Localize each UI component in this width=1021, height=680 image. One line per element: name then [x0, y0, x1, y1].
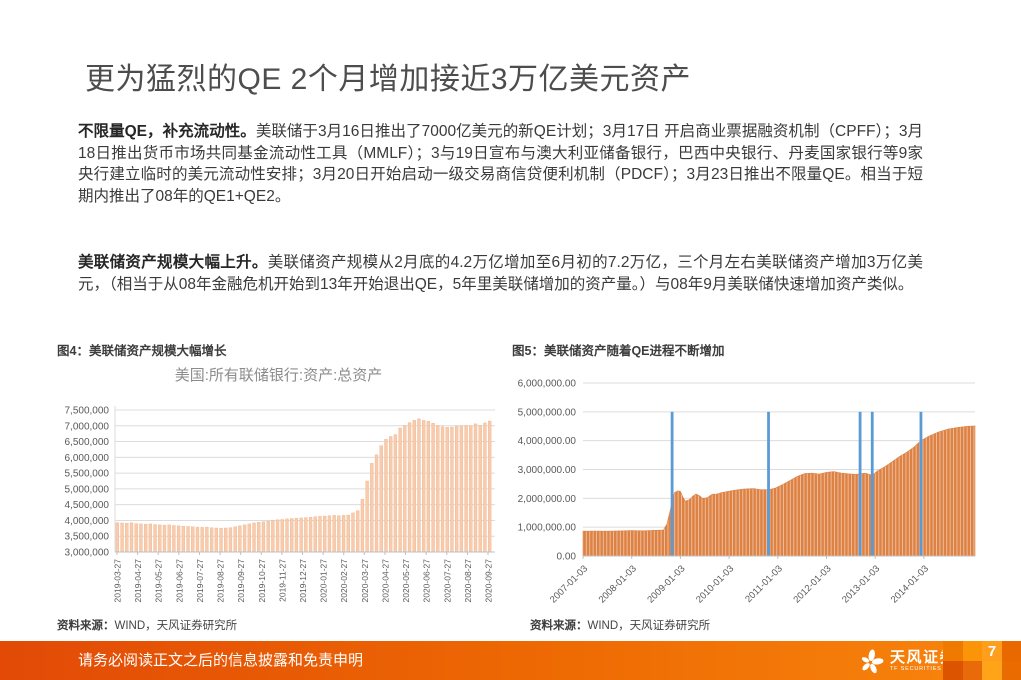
brand-logo: 天风证券 TF SECURITIES	[856, 646, 956, 676]
svg-text:0.00: 0.00	[557, 552, 577, 563]
svg-text:4,000,000: 4,000,000	[65, 516, 110, 527]
svg-text:2019-12-27: 2019-12-27	[298, 559, 308, 603]
svg-text:2011-01-03: 2011-01-03	[743, 563, 785, 605]
tf-flower-logo-icon	[861, 649, 884, 673]
svg-text:2020-01-27: 2020-01-27	[319, 559, 329, 603]
paragraph-unlimited-qe: 不限量QE，补充流动性。美联储于3月16日推出了7000亿美元的新QE计划；3月…	[78, 121, 923, 207]
svg-text:2019-05-27: 2019-05-27	[154, 559, 164, 603]
figure-5-caption: 图5：美联储资产随着QE进程不断增加	[512, 344, 725, 358]
source-label: 资料来源：	[57, 620, 115, 632]
svg-text:2014-01-03: 2014-01-03	[889, 563, 931, 605]
svg-text:2019-08-27: 2019-08-27	[216, 559, 226, 603]
svg-text:2019-11-27: 2019-11-27	[277, 559, 287, 602]
mosaic-tile	[1001, 641, 1021, 661]
paragraph-fed-balance-sheet: 美联储资产规模大幅上升。美联储资产规模从2月底的4.2万亿增加至6月初的7.2万…	[78, 252, 923, 295]
svg-text:6,500,000: 6,500,000	[65, 437, 110, 448]
svg-text:2020-08-27: 2020-08-27	[463, 559, 473, 603]
svg-text:2020-05-27: 2020-05-27	[401, 559, 411, 603]
source-text: WIND，天风证券研究所	[114, 620, 238, 632]
mosaic-tile	[943, 660, 963, 680]
page-title: 更为猛烈的QE 2个月增加接近3万亿美元资产	[85, 63, 692, 96]
svg-text:2020-04-27: 2020-04-27	[380, 559, 390, 603]
mosaic-tile	[962, 660, 982, 680]
footer-disclaimer: 请务必阅读正文之后的信息披露和免责申明	[78, 652, 364, 669]
figure-4-source: 资料来源：WIND，天风证券研究所	[57, 617, 237, 633]
svg-text:1,000,000.00: 1,000,000.00	[518, 523, 577, 534]
mosaic-tile	[1001, 660, 1021, 680]
svg-text:2020-02-27: 2020-02-27	[339, 559, 349, 603]
svg-text:2019-04-27: 2019-04-27	[133, 559, 143, 603]
footer-bar: 请务必阅读正文之后的信息披露和免责申明 天风证券 TF SECURITIES 7	[0, 641, 1021, 680]
mosaic-tile	[982, 660, 1002, 680]
page-number: 7	[987, 643, 997, 660]
fed-assets-bar-chart: 3,000,000 3,500,000 4,000,000 4,500,000 5,00…	[65, 406, 495, 603]
fed-assets-qe-area-chart: 0.00 1,000,000.00 2,000,000.00 3,000,000.00…	[518, 379, 976, 605]
svg-text:2019-10-27: 2019-10-27	[257, 559, 267, 603]
paragraph-2-lead: 美联储资产规模大幅上升。	[78, 254, 268, 271]
paragraph-1-lead: 不限量QE，补充流动性。	[78, 123, 256, 140]
svg-text:2,000,000.00: 2,000,000.00	[518, 494, 577, 505]
paragraph-2-text: 美联储资产规模从2月底的4.2万亿增加至6月初的7.2万亿，三个月左右美联储资产…	[78, 254, 923, 293]
svg-text:3,500,000: 3,500,000	[65, 532, 110, 543]
svg-text:6,000,000: 6,000,000	[65, 453, 110, 464]
source-text: WIND，天风证券研究所	[587, 620, 711, 632]
svg-text:4,000,000.00: 4,000,000.00	[518, 436, 577, 447]
svg-text:2012-01-03: 2012-01-03	[791, 563, 833, 605]
svg-text:5,000,000: 5,000,000	[65, 484, 110, 495]
figure-5-source: 资料来源：WIND，天风证券研究所	[530, 617, 710, 633]
svg-text:2007-01-03: 2007-01-03	[548, 563, 590, 605]
svg-text:2009-01-03: 2009-01-03	[645, 563, 687, 605]
paragraph-1-text: 美联储于3月16日推出了7000亿美元的新QE计划；3月17日 开启商业票据融资…	[78, 123, 923, 205]
svg-text:2020-06-27: 2020-06-27	[422, 559, 432, 603]
svg-text:2019-03-27: 2019-03-27	[113, 559, 123, 603]
svg-text:2020-09-27: 2020-09-27	[484, 559, 494, 603]
svg-text:7,000,000: 7,000,000	[65, 421, 110, 432]
svg-text:2019-06-27: 2019-06-27	[174, 559, 184, 603]
svg-text:2020-07-27: 2020-07-27	[442, 559, 452, 603]
source-label: 资料来源：	[530, 620, 588, 632]
figure-4-series-title: 美国:所有联储银行:资产:总资产	[174, 367, 383, 384]
footer-mosaic	[943, 641, 1021, 680]
brand-name: 天风证券	[890, 648, 957, 666]
svg-text:7,500,000: 7,500,000	[65, 406, 110, 417]
svg-text:5,500,000: 5,500,000	[65, 469, 110, 480]
brand-subtitle: TF SECURITIES	[890, 665, 942, 672]
svg-text:3,000,000: 3,000,000	[65, 548, 110, 559]
svg-text:3,000,000.00: 3,000,000.00	[518, 465, 577, 476]
svg-text:2010-01-03: 2010-01-03	[694, 563, 736, 605]
svg-text:5,000,000.00: 5,000,000.00	[518, 407, 577, 418]
svg-text:2019-09-27: 2019-09-27	[236, 559, 246, 603]
mosaic-tile	[962, 641, 982, 661]
svg-text:2013-01-03: 2013-01-03	[840, 563, 882, 605]
svg-text:6,000,000.00: 6,000,000.00	[518, 379, 577, 390]
mosaic-tile	[943, 641, 963, 661]
brand-text: 天风证券 TF SECURITIES	[890, 648, 957, 673]
svg-text:4,500,000: 4,500,000	[65, 500, 110, 511]
svg-text:2019-07-27: 2019-07-27	[195, 559, 205, 603]
mosaic-tile	[982, 641, 1002, 661]
svg-text:2008-01-03: 2008-01-03	[597, 563, 639, 605]
figure-4-caption: 图4：美联储资产规模大幅增长	[57, 344, 227, 358]
svg-text:2020-03-27: 2020-03-27	[360, 559, 370, 603]
